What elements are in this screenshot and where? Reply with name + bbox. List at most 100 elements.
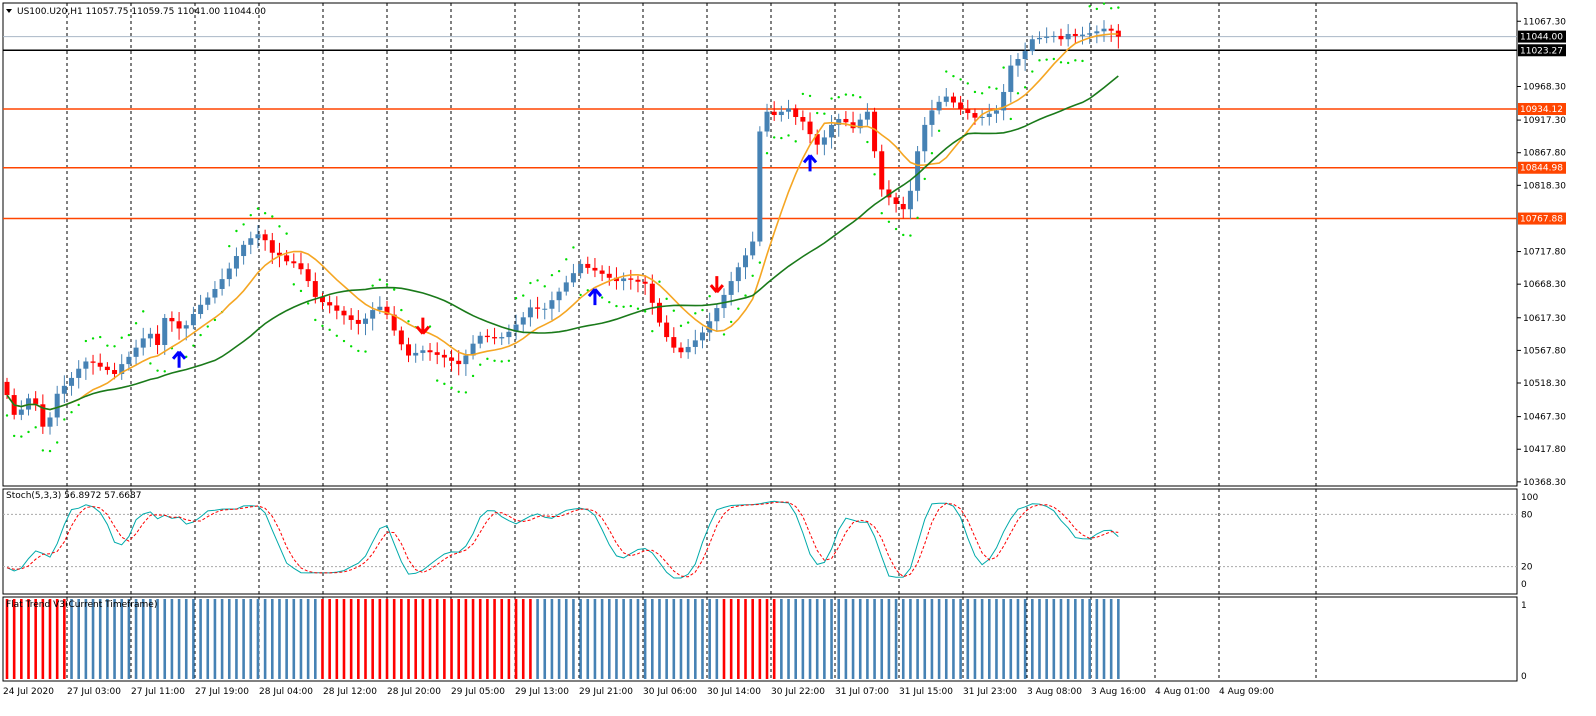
psar-dot — [113, 345, 116, 348]
psar-dot — [980, 92, 984, 95]
psar-dot — [20, 435, 23, 438]
candle-body — [97, 362, 103, 367]
psar-dot — [995, 87, 998, 90]
psar-dot — [206, 325, 209, 328]
psar-dot — [615, 304, 618, 308]
candle-body — [836, 118, 842, 125]
psar-dot — [457, 390, 460, 393]
candle-body — [69, 377, 75, 386]
candle-body — [470, 343, 476, 356]
candle-body — [363, 318, 368, 324]
psar-dot — [1117, 6, 1120, 9]
candle-body — [233, 256, 239, 269]
psar-dot — [1081, 59, 1084, 63]
candle-body — [786, 108, 792, 112]
psar-dot — [299, 289, 303, 293]
psar-dot — [5, 414, 9, 417]
candle-body — [284, 255, 290, 262]
price-tick-label: 10668.30 — [1523, 280, 1566, 290]
psar-dot — [636, 307, 640, 310]
candle-body — [463, 355, 469, 365]
candle-body — [1108, 28, 1114, 31]
candle-body — [312, 281, 318, 297]
candle-body — [119, 364, 125, 374]
candle-body — [958, 102, 964, 110]
ma-fast-line — [6, 33, 1119, 411]
candle-body — [441, 354, 447, 358]
psar-dot — [751, 274, 754, 277]
psar-dot — [629, 304, 632, 308]
candle-body — [936, 101, 942, 111]
time-label: 31 Jul 07:00 — [835, 687, 889, 697]
psar-dot — [41, 449, 45, 452]
time-label: 27 Jul 11:00 — [131, 687, 185, 697]
candle-body — [147, 333, 153, 339]
price-tick-label: 10867.80 — [1523, 149, 1566, 159]
symbol-header: US100.U20,H1 11057.75 11059.75 11041.00 … — [17, 7, 266, 17]
candle-body — [578, 263, 584, 274]
candle-body — [427, 350, 433, 353]
candle-body — [864, 111, 870, 120]
psar-dot — [608, 300, 611, 304]
price-tick-label: 10567.80 — [1523, 346, 1566, 356]
psar-dot — [959, 78, 962, 81]
psar-dot — [772, 136, 776, 139]
psar-dot — [780, 136, 783, 140]
psar-dot — [1095, 7, 1099, 11]
psar-dot — [851, 94, 855, 97]
candle-body — [226, 268, 232, 280]
candle-body — [212, 288, 218, 298]
candle-body — [291, 261, 297, 264]
candle-body — [406, 344, 412, 356]
psar-dot — [808, 94, 812, 98]
psar-dot — [909, 234, 912, 237]
psar-dot — [952, 74, 955, 78]
candle-body — [18, 409, 24, 415]
stoch-tick-label: 20 — [1521, 563, 1533, 573]
parabolic-sar — [5, 2, 1120, 453]
time-label: 3 Aug 16:00 — [1091, 687, 1146, 697]
psar-dot — [464, 391, 468, 394]
psar-dot — [572, 246, 575, 249]
psar-dot — [880, 212, 883, 215]
candle-body — [965, 109, 971, 114]
flat-trend-panel: 10 — [5, 599, 1527, 682]
psar-dot — [1059, 61, 1063, 64]
candle-body — [915, 151, 921, 191]
psar-dot — [988, 86, 991, 89]
candle-body — [398, 330, 404, 345]
time-label: 28 Jul 20:00 — [387, 687, 441, 697]
buy-arrow-icon — [171, 350, 187, 368]
psar-dot — [643, 310, 647, 313]
time-label: 27 Jul 19:00 — [195, 687, 249, 697]
candle-body — [298, 263, 304, 270]
psar-dot — [1102, 2, 1106, 5]
psar-dot — [256, 207, 260, 210]
psar-dot — [450, 386, 453, 390]
candle-body — [1051, 35, 1057, 37]
candle-body — [499, 337, 505, 339]
psar-dot — [622, 305, 625, 308]
candle-body — [276, 252, 282, 256]
psar-dot — [392, 288, 396, 291]
psar-dot — [658, 280, 661, 283]
price-level-tag-label: 10934.12 — [1520, 105, 1563, 115]
candle-body — [384, 306, 390, 315]
psar-dot — [328, 328, 331, 332]
candle-body — [972, 113, 978, 118]
candle-body — [1065, 33, 1071, 40]
psar-dot — [321, 324, 324, 328]
psar-dot — [514, 297, 518, 300]
psar-dot — [701, 308, 704, 312]
candle-body — [484, 335, 490, 338]
psar-dot — [335, 334, 339, 337]
dropdown-triangle-icon[interactable] — [6, 9, 12, 13]
psar-dot — [565, 258, 568, 261]
psar-dot — [966, 82, 969, 85]
price-tick-label: 10917.30 — [1523, 116, 1566, 126]
time-label: 4 Aug 09:00 — [1219, 687, 1274, 697]
time-label: 30 Jul 22:00 — [771, 687, 825, 697]
candle-body — [707, 321, 713, 333]
candle-body — [241, 244, 247, 257]
